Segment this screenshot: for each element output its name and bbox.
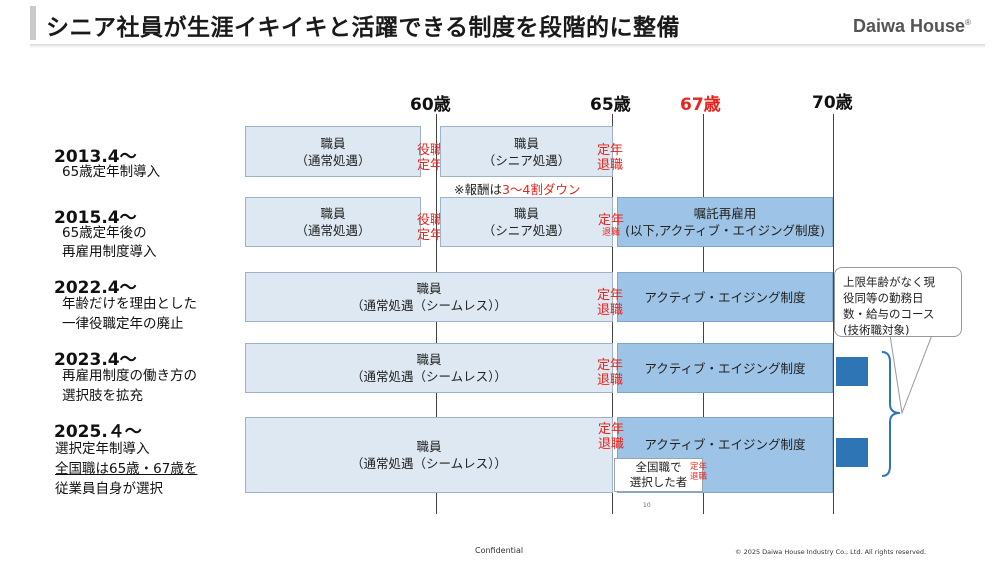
teinen-taishoku-2013: 定年 退職	[597, 143, 624, 173]
row-2013-heading: 2013.4～	[54, 147, 137, 167]
extended-course-marker-2025	[836, 438, 868, 467]
row-2015-desc-1: 65歳定年後の	[62, 225, 147, 241]
bar-2025-seamless: 職員 （通常処遇（シームレス））	[245, 417, 613, 493]
bracket-right	[881, 351, 901, 477]
age-70-label: 70歳	[812, 93, 853, 113]
bar-2022-seamless: 職員 （通常処遇（シームレス））	[245, 272, 613, 322]
bar-2023-seamless: 職員 （通常処遇（シームレス））	[245, 343, 613, 393]
row-2023-desc-1: 再雇用制度の働き方の	[62, 368, 197, 384]
bar-2015-reemployment: 嘱託再雇用 (以下,アクティブ・エイジング制度)	[617, 197, 833, 247]
row-2025-desc-1: 選択定年制導入	[55, 441, 150, 457]
yakushoku-teinen-2015: 役職 定年	[417, 213, 444, 243]
teinen-taishoku-2025-65: 定年 退職	[598, 422, 625, 452]
teinen-taishoku-2015: 定年 退職	[598, 213, 625, 238]
company-logo: Daiwa House®	[853, 16, 971, 36]
bar-2013-regular: 職員 （通常処遇）	[245, 126, 421, 177]
row-2022-desc-2: 一律役職定年の廃止	[62, 316, 184, 332]
age-67-label: 67歳	[680, 95, 721, 115]
compensation-note: ※報酬は3～4割ダウン	[454, 182, 581, 197]
copyright: © 2025 Daiwa House Industry Co., Ltd. Al…	[735, 548, 927, 556]
row-2015-desc-2: 再雇用制度導入	[62, 244, 157, 260]
teinen-taishoku-2023: 定年 退職	[597, 358, 624, 388]
bar-2025-zenkoku-selected: 全国職で 選択した者	[614, 458, 703, 492]
row-2023-desc-2: 選択肢を拡充	[62, 388, 143, 404]
bar-2023-active-aging: アクティブ・エイジング制度	[617, 343, 833, 393]
extended-course-marker-2023	[836, 357, 868, 386]
row-2025-desc-3: 従業員自身が選択	[55, 481, 163, 497]
teinen-taishoku-2025-67: 定年 退職	[690, 462, 708, 482]
row-2025-desc-2: 全国職は65歳・67歳を	[55, 461, 198, 477]
row-2013-desc: 65歳定年制導入	[62, 164, 161, 180]
age-70-line	[833, 114, 834, 514]
bar-2015-regular: 職員 （通常処遇）	[245, 197, 421, 247]
bar-2015-senior: 職員 （シニア処遇）	[440, 197, 613, 247]
row-2015-heading: 2015.4～	[54, 208, 137, 228]
row-2025-heading: 2025.４～	[54, 422, 142, 442]
teinen-taishoku-2022: 定年 退職	[597, 288, 624, 318]
row-2022-heading: 2022.4～	[54, 278, 137, 298]
page-title: シニア社員が生涯イキイキと活躍できる制度を段階的に整備	[46, 15, 681, 41]
bar-2022-active-aging: アクティブ・エイジング制度	[617, 272, 833, 322]
page-number: 10	[643, 502, 651, 509]
age-60-label: 60歳	[410, 95, 451, 115]
row-2022-desc-1: 年齢だけを理由とした	[62, 296, 197, 312]
yakushoku-teinen-2013: 役職 定年	[417, 143, 444, 173]
confidential-label: Confidential	[475, 546, 524, 555]
title-underline	[30, 44, 985, 48]
age-65-label: 65歳	[590, 95, 631, 115]
title-bar	[0, 0, 1000, 50]
bar-2013-senior: 職員 （シニア処遇）	[440, 126, 613, 177]
row-2023-heading: 2023.4～	[54, 350, 137, 370]
callout-bubble: 上限年齢がなく現 役同等の勤務日 数・給与のコース (技術職対象)	[834, 267, 962, 337]
title-accent	[30, 6, 36, 40]
